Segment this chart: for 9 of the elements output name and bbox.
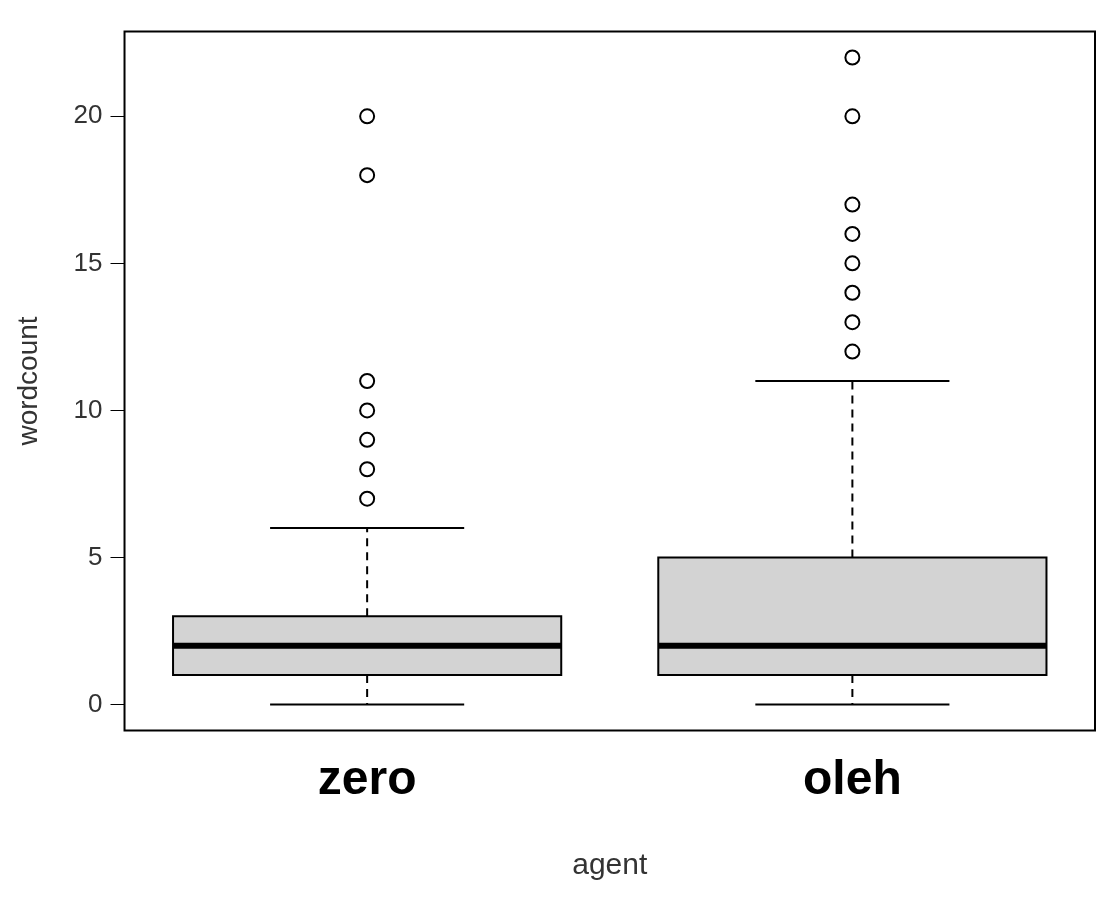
y-tick-label: 0 — [88, 687, 103, 718]
y-tick-label: 10 — [73, 393, 103, 424]
y-tick-label: 5 — [88, 540, 103, 571]
x-tick-label: zero — [317, 751, 417, 805]
x-axis-title: agent — [572, 847, 648, 881]
x-tick-label: oleh — [803, 751, 902, 805]
y-axis-title: wordcount — [11, 316, 43, 447]
y-tick-label: 15 — [73, 246, 103, 277]
y-tick-label: 20 — [73, 99, 103, 130]
